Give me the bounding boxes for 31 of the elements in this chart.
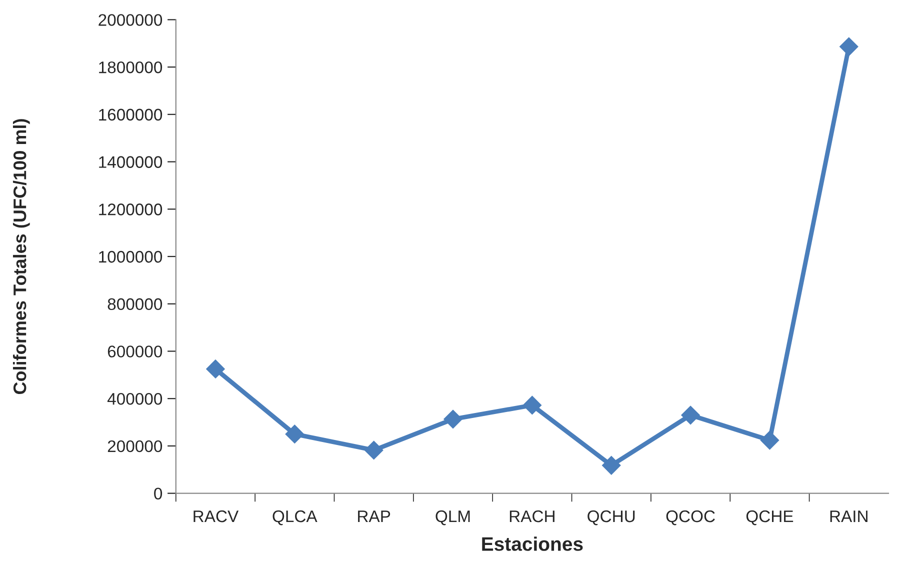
point	[444, 410, 462, 429]
point	[602, 456, 621, 475]
x-tick-label: QCOC	[666, 510, 715, 526]
x-axis-title: Estaciones	[482, 536, 583, 551]
point	[681, 406, 700, 425]
x-tick-label: RAP	[358, 510, 390, 522]
x-tick-label: QLCA	[272, 510, 318, 526]
x-tick-label: QCHU	[588, 510, 635, 526]
y-tick-label: 800000	[108, 298, 162, 310]
y-tick-label: 1200000	[99, 204, 162, 216]
y-tick-label: 2000000	[98, 14, 162, 26]
point	[285, 424, 304, 444]
y-tick-label: 1800000	[99, 61, 162, 74]
x-tick-label: QLM	[436, 510, 470, 526]
point	[364, 440, 384, 460]
x-tick-label: QCHE	[746, 510, 794, 526]
point	[760, 430, 780, 450]
y-axis-title: Coliformes Totales (UFC/100 ml)	[12, 119, 30, 394]
y-tick-label: 1000000	[99, 250, 162, 263]
y-tick-label: 1600000	[99, 108, 162, 121]
x-tick-label: RACH	[510, 510, 554, 522]
y-tick-label: 400000	[107, 392, 162, 405]
y-tick-label: 600000	[108, 346, 162, 358]
point	[840, 37, 858, 56]
y-tick-label: 200000	[108, 440, 162, 452]
point	[522, 396, 542, 415]
y-tick-label: 0	[154, 488, 162, 500]
point	[206, 360, 225, 378]
y-tick-label: 1400000	[99, 156, 162, 168]
x-tick-label: RAIN	[830, 510, 868, 522]
x-tick-label: RACV	[194, 510, 239, 522]
